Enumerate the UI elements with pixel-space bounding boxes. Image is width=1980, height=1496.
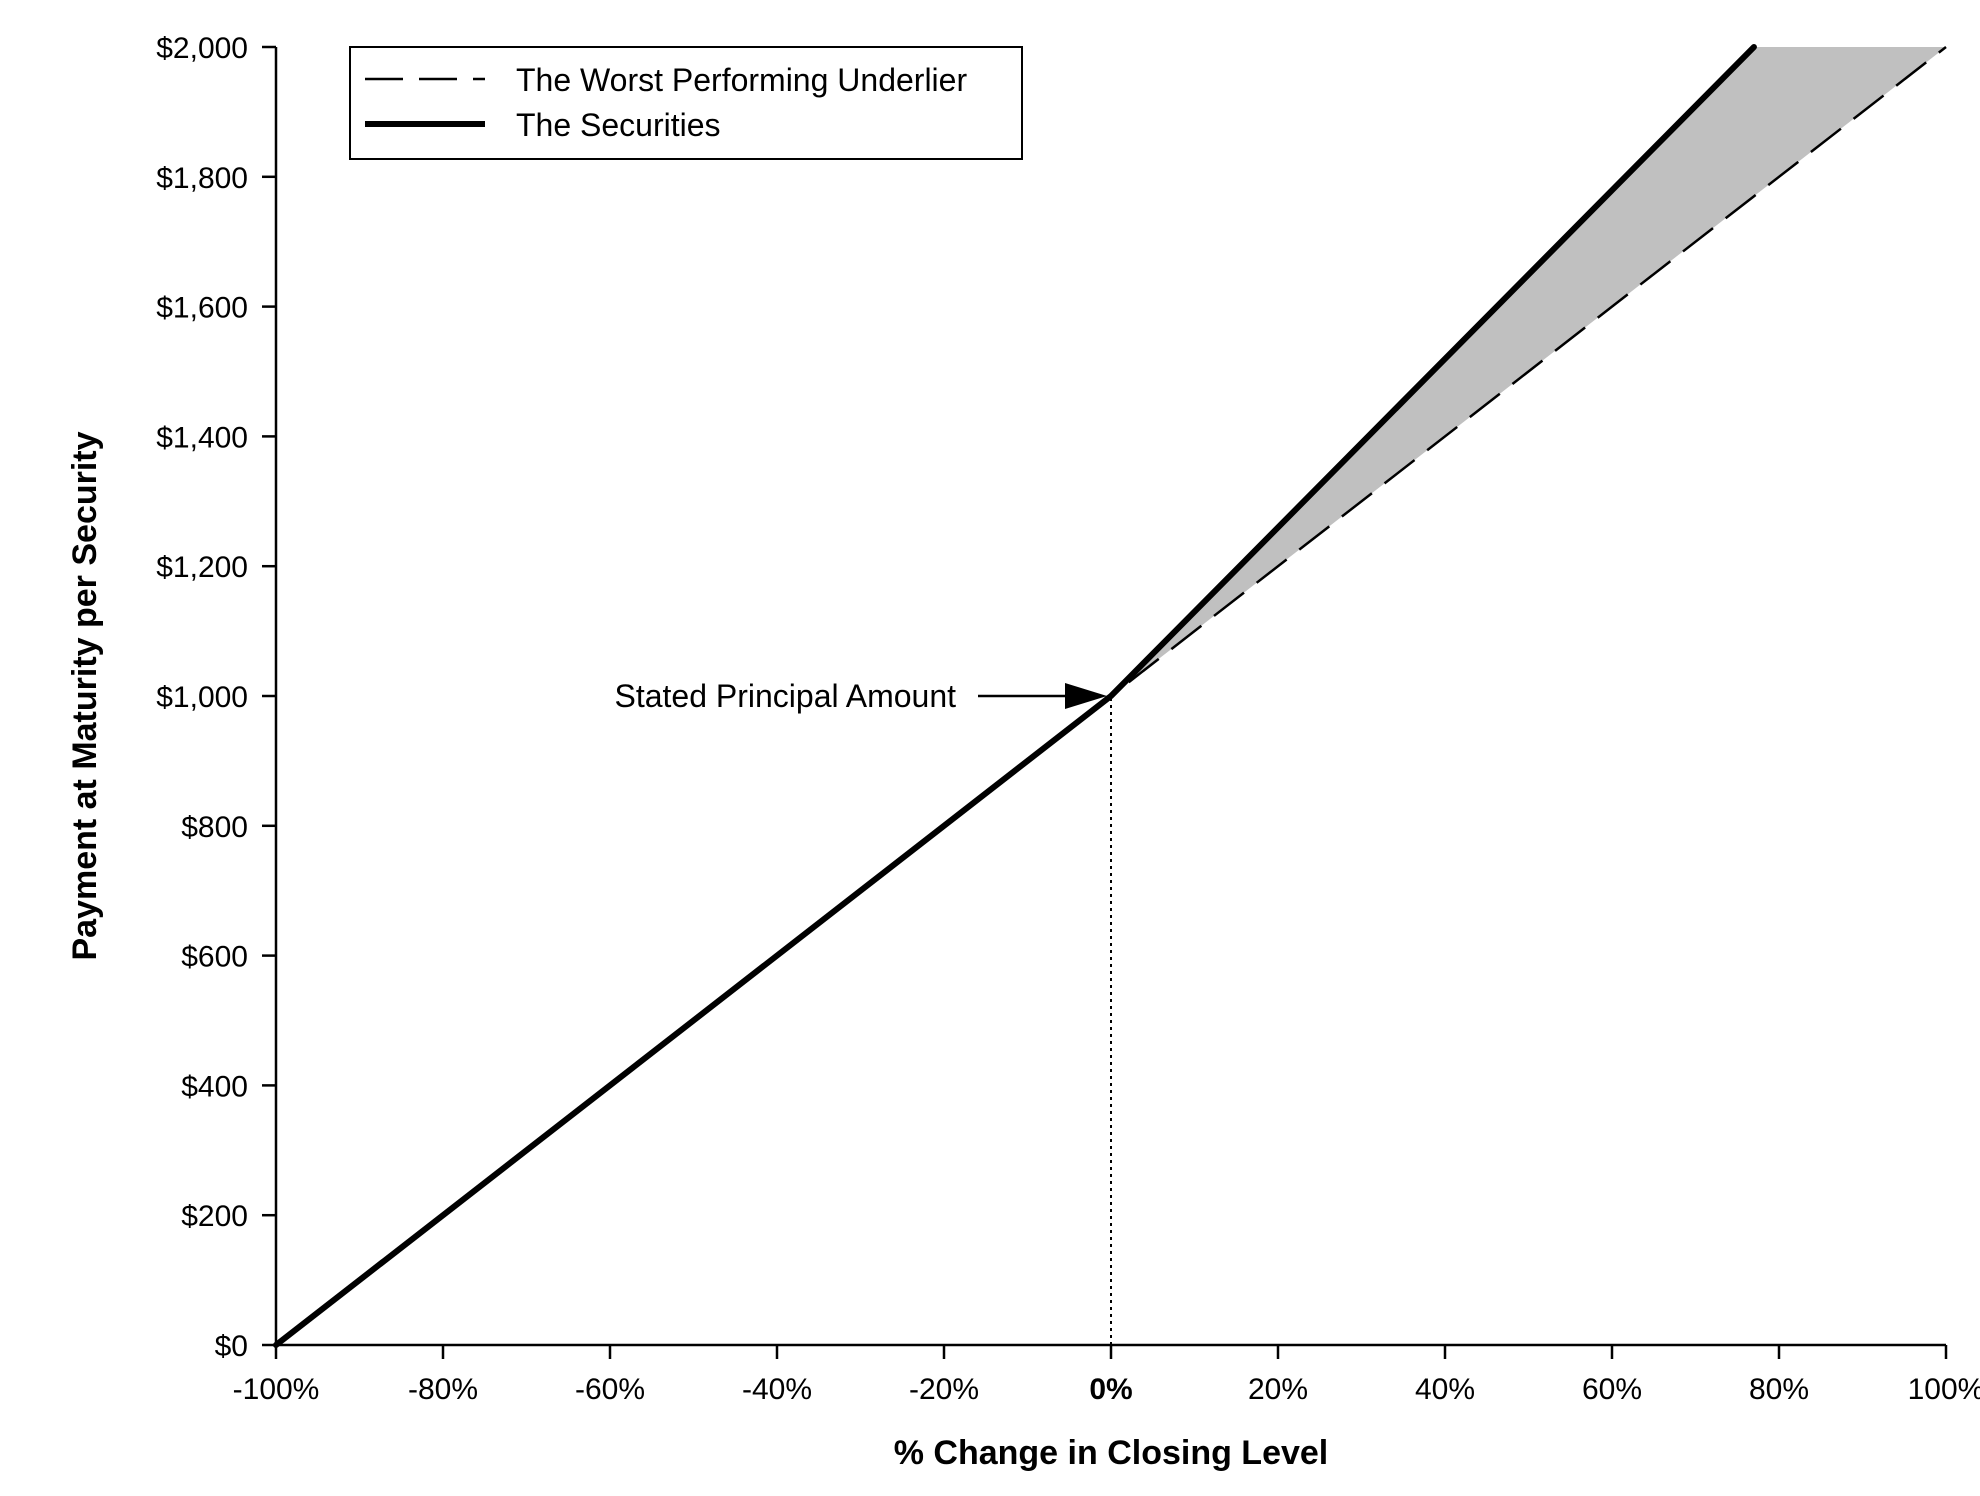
legend-label-securities: The Securities	[516, 107, 721, 143]
x-tick-label: 80%	[1749, 1373, 1809, 1406]
annotation-stated-principal-amount: Stated Principal Amount	[614, 678, 956, 714]
x-tick-label: -60%	[575, 1373, 645, 1406]
y-tick-label: $1,200	[156, 551, 248, 584]
x-axis-title: % Change in Closing Level	[894, 1434, 1329, 1472]
legend-box	[349, 46, 1023, 160]
x-tick-label: 100%	[1908, 1373, 1980, 1406]
y-tick-label: $1,600	[156, 292, 248, 325]
y-tick-label: $0	[215, 1330, 248, 1363]
y-tick-label: $600	[181, 941, 248, 974]
axes: $0 $200 $400 $600 $800 $1,000 $1,200 $1,400 $1,6…	[66, 32, 1980, 1472]
x-tick-label: -100%	[233, 1373, 320, 1406]
y-axis-title: Payment at Maturity per Security	[66, 431, 104, 960]
y-tick-label: $800	[181, 811, 248, 844]
y-tick-label: $400	[181, 1070, 248, 1103]
plot-area	[273, 44, 1947, 1348]
y-tick-label: $1,800	[156, 162, 248, 195]
series-line-securities	[273, 44, 1757, 1348]
legend: The Worst Performing Underlier The Securi…	[349, 46, 1023, 160]
x-tick-label: 40%	[1415, 1373, 1475, 1406]
x-tick-label: 60%	[1582, 1373, 1642, 1406]
y-tick-label: $1,400	[156, 421, 248, 454]
legend-label-worst-performing-underlier: The Worst Performing Underlier	[516, 62, 967, 98]
x-tick-label: -40%	[742, 1373, 812, 1406]
x-tick-label: -80%	[408, 1373, 478, 1406]
y-tick-label: $200	[181, 1200, 248, 1233]
x-tick-label: -20%	[909, 1373, 979, 1406]
x-tick-label: 0%	[1089, 1373, 1132, 1406]
annotations: Stated Principal Amount	[614, 678, 1107, 714]
y-tick-label: $2,000	[156, 32, 248, 65]
y-tick-label: $1,000	[156, 681, 248, 714]
x-tick-label: 20%	[1248, 1373, 1308, 1406]
annotation-arrow-head	[1065, 683, 1107, 709]
